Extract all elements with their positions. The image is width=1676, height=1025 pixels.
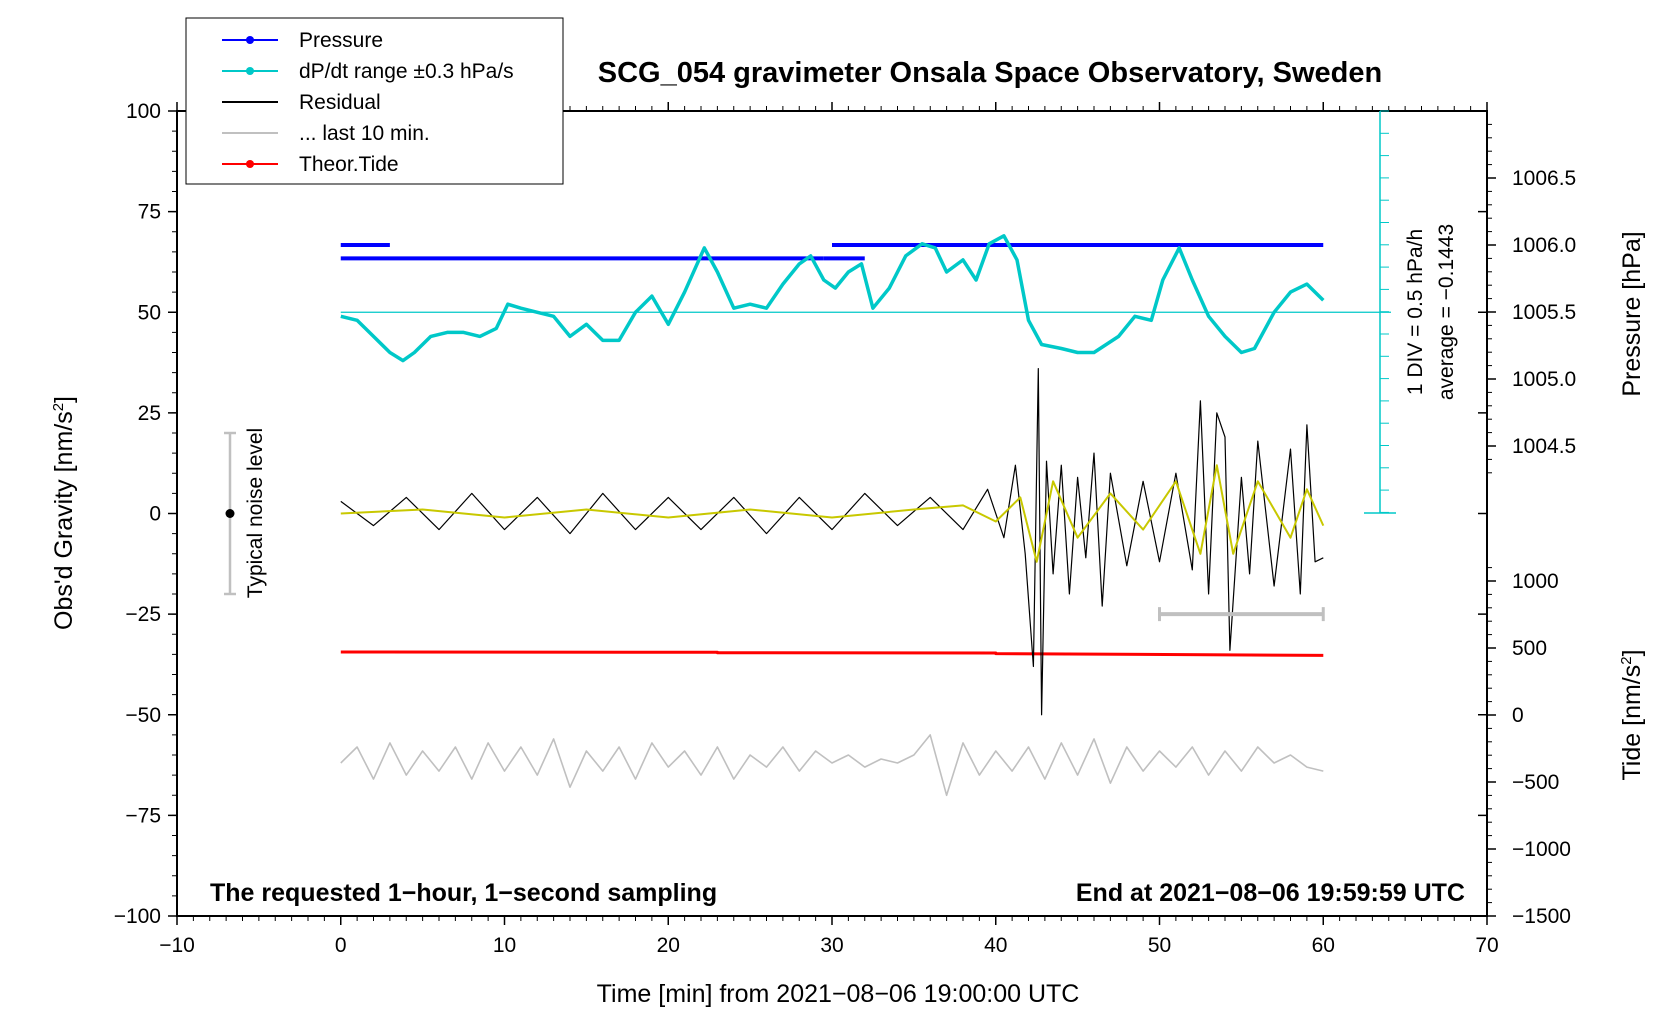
pressure-tick-label: 1005.5 <box>1512 301 1576 324</box>
tide-tick-label: −500 <box>1512 771 1559 794</box>
y-tick-label: −50 <box>125 704 161 727</box>
x-tick-label: 50 <box>1148 934 1171 957</box>
tide-tick-label: 500 <box>1512 637 1547 660</box>
x-tick-label: 10 <box>493 934 516 957</box>
x-tick-label: 40 <box>984 934 1007 957</box>
pressure-tick-label: 1005.0 <box>1512 368 1576 391</box>
legend-marker <box>246 160 254 168</box>
annotation-bottom-left: The requested 1−hour, 1−second sampling <box>210 879 717 907</box>
legend-label: Residual <box>299 91 381 114</box>
tide-tick-label: −1000 <box>1512 838 1571 861</box>
x-tick-label: 30 <box>820 934 843 957</box>
annotation-bottom-right: End at 2021−08−06 19:59:59 UTC <box>1076 879 1465 907</box>
y-axis-label-left: Obs'd Gravity [nm/s2] <box>50 396 78 630</box>
y-tick-label: 100 <box>126 100 161 123</box>
y-tick-label: −25 <box>125 603 161 626</box>
x-tick-label: 70 <box>1475 934 1498 957</box>
annotation-layer <box>224 110 1396 622</box>
annotation-average: average = −0.1443 <box>1435 224 1458 400</box>
y-tick-label: −75 <box>125 804 161 827</box>
pressure-tick-label: 1004.5 <box>1512 435 1576 458</box>
legend: Pressure dP/dt range ±0.3 hPa/s Residual..… <box>185 17 564 185</box>
y-tick-label: 50 <box>138 301 161 324</box>
series-last-10-min <box>340 734 1324 797</box>
series-dp-dt-range-0-3-hpa-s <box>340 234 1325 363</box>
tide-tick-label: −1500 <box>1512 905 1571 928</box>
x-axis: −10 0 10 20 30 40 50 60 70 <box>159 102 1499 957</box>
legend-marker <box>246 67 254 75</box>
y-axis-label-pressure: Pressure [hPa] <box>1618 231 1646 396</box>
y-axis-label-tide: Tide [nm/s2] <box>1618 649 1646 780</box>
tide-axis: 1000 500 0 −500 −1000 −1500 <box>1487 567 1571 928</box>
x-tick-label: 20 <box>657 934 680 957</box>
annotation-noise-level: Typical noise level <box>244 428 267 598</box>
y-tick-label: 0 <box>149 503 161 526</box>
x-axis-label: Time [min] from 2021−08−06 19:00:00 UTC <box>597 980 1080 1008</box>
y-tick-label: −100 <box>114 905 161 928</box>
tide-tick-label: 1000 <box>1512 570 1559 593</box>
legend-label: dP/dt range ±0.3 hPa/s <box>299 60 514 83</box>
gravity-axis: 100 75 50 25 0 −25 −50 −75 −100 <box>114 100 1487 928</box>
series-residual <box>340 368 1324 716</box>
y-tick-label: 25 <box>138 402 161 425</box>
series-theor-tide <box>340 650 1324 657</box>
legend-label: ... last 10 min. <box>299 122 430 145</box>
x-tick-label: 0 <box>335 934 347 957</box>
tide-tick-label: 0 <box>1512 704 1524 727</box>
x-tick-label: 60 <box>1312 934 1335 957</box>
pressure-axis: 1006.5 1006.0 1005.5 1005.0 1004.5 <box>1487 123 1576 474</box>
y-tick-label: 75 <box>138 201 161 224</box>
legend-label: Pressure <box>299 29 383 52</box>
legend-label: Theor.Tide <box>299 153 399 176</box>
noise-level-marker <box>225 509 235 518</box>
x-tick-label: −10 <box>159 934 195 957</box>
series-yellow-filtered-residual <box>340 464 1325 563</box>
plot-frame <box>176 110 1488 917</box>
chart-title: SCG_054 gravimeter Onsala Space Observat… <box>598 57 1382 89</box>
legend-marker <box>246 36 254 44</box>
pressure-tick-label: 1006.5 <box>1512 167 1576 190</box>
annotation-scale: 1 DIV = 0.5 hPa/h <box>1404 229 1427 395</box>
series-layer <box>340 234 1325 797</box>
pressure-tick-label: 1006.0 <box>1512 234 1576 257</box>
